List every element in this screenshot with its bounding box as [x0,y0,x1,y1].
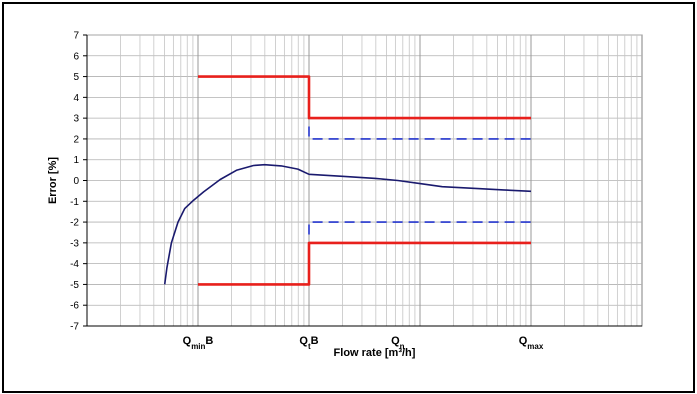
error-curve-chart: 7 6 5 4 3 2 1 0 -1 -2 -3 -4 -5 -6 -7 QminB QtB Qn Qmax Fl… [47,31,643,359]
error-limit-line [198,241,531,286]
y-tick-label: 6 [73,51,79,62]
measured-error-curve [163,163,532,285]
series-layer [163,75,532,286]
error-limit-line [198,75,531,120]
y-tick-label: 5 [73,72,79,83]
y-tick-label: 2 [73,134,79,145]
y-tick-label: -5 [70,280,79,291]
y-tick-label: 4 [73,93,79,104]
x-tick-label: QminB [183,335,214,351]
x-tick-labels: QminB QtB Qn Qmax [183,335,544,351]
y-tick-label: -3 [70,238,79,249]
y-axis-label: Error [%] [47,157,59,204]
x-tick-label: Qn [391,335,405,351]
y-tick-label: -1 [70,197,79,208]
y-tick-label: 0 [73,176,79,187]
y-tick-label: -6 [70,301,79,312]
tolerance-limit-dashed-line [308,221,531,235]
x-tick-label: QtB [299,335,318,351]
y-tick-labels: 7 6 5 4 3 2 1 0 -1 -2 -3 -4 -5 -6 -7 [70,31,87,333]
y-tick-label: 3 [73,114,79,125]
y-tick-label: -4 [70,259,79,270]
y-tick-label: 7 [73,31,79,42]
y-tick-label: 1 [73,155,79,166]
grid [86,34,643,327]
x-axis-label: Flow rate [m³/h] [334,347,416,359]
tolerance-limit-dashed-line [308,126,531,140]
y-tick-label: -7 [70,322,79,333]
x-tick-label: Qmax [519,335,544,351]
y-tick-label: -2 [70,218,79,229]
